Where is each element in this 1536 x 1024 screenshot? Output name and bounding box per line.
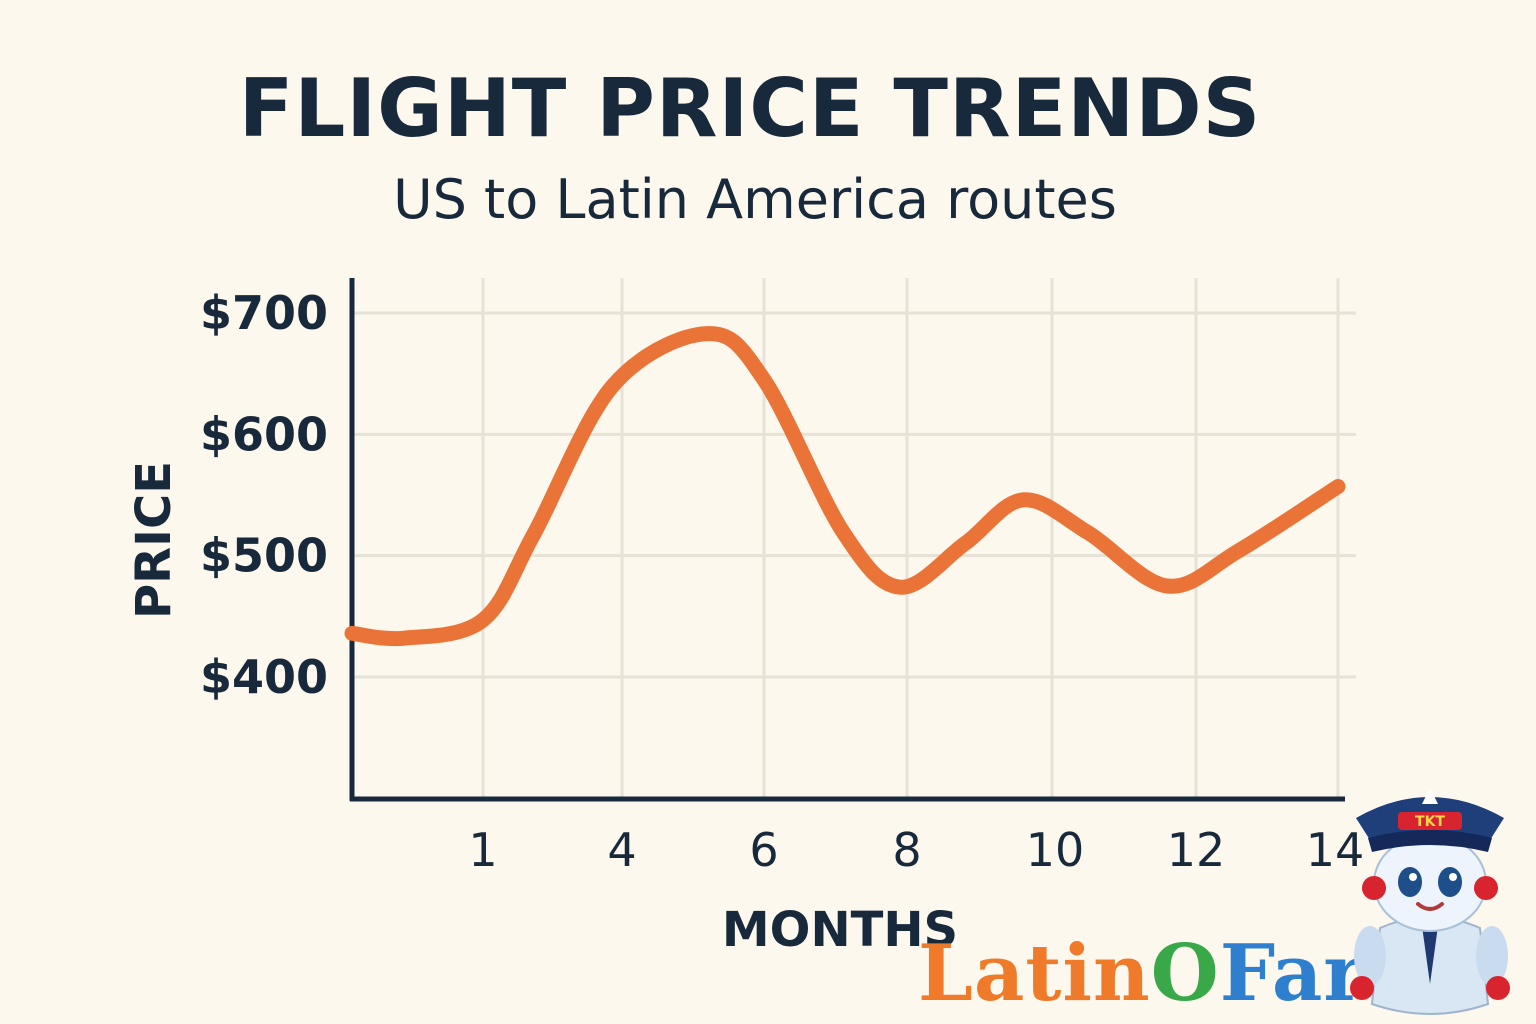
y-tick-label: $600 [200, 407, 328, 461]
x-axis-label: MONTHS [722, 902, 958, 958]
mascot-badge-text: TKT [1415, 814, 1445, 830]
y-tick-label: $500 [200, 529, 328, 583]
brand-name-o: O [1150, 928, 1220, 1019]
x-tick-label: 4 [607, 823, 636, 877]
x-tick-label: 10 [1026, 823, 1085, 877]
x-tick-label: 8 [892, 823, 921, 877]
brand-name-latin: Latin [918, 928, 1151, 1019]
chart-subtitle: US to Latin America routes [393, 168, 1117, 231]
x-tick-label: 12 [1167, 823, 1226, 877]
y-tick-label: $700 [200, 286, 328, 340]
pilot-mascot-icon: TKT [1350, 788, 1510, 1015]
x-tick-label: 6 [749, 823, 778, 877]
x-tick-label: 14 [1306, 823, 1365, 877]
y-tick-label: $400 [200, 650, 328, 704]
x-tick-label: 1 [468, 823, 497, 877]
chart-title: FLIGHT PRICE TRENDS [238, 62, 1262, 155]
series-line-price [344, 326, 1346, 647]
x-axis-ticks: 1 4 6 8 10 12 14 [468, 823, 1364, 877]
chart-grid [354, 278, 1356, 797]
y-axis-label: PRICE [126, 461, 182, 619]
y-axis-ticks: $400 $500 $600 $700 [200, 286, 328, 704]
